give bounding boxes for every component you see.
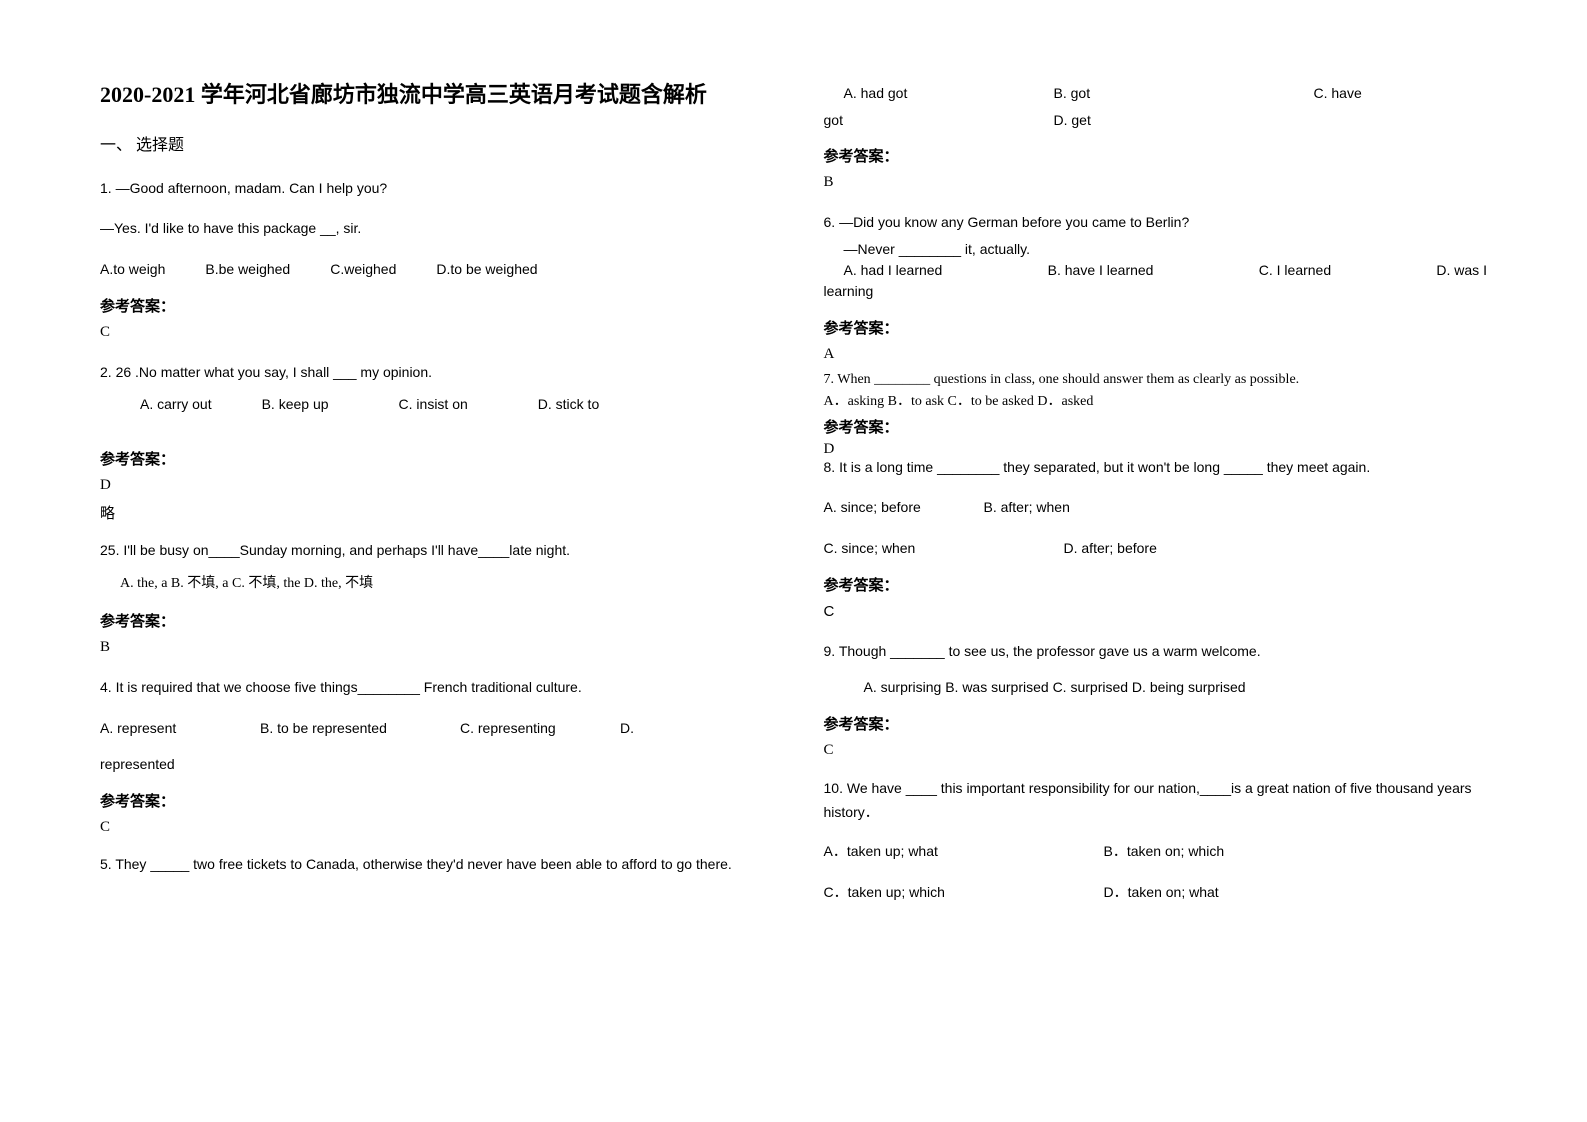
q4-opt-d: D. [620, 715, 634, 742]
q1-opt-b: B.be weighed [205, 256, 290, 283]
question-7: 7. When ________ questions in class, one… [824, 369, 1488, 458]
q2-opt-b: B. keep up [262, 391, 329, 418]
q6-opt-d: D. was I [1436, 262, 1487, 278]
q8-options-row1: A. since; before B. after; when [824, 494, 1488, 521]
q8-line1: 8. It is a long time ________ they separ… [824, 454, 1488, 481]
q4-options-row1: A. represent B. to be represented C. rep… [100, 715, 764, 742]
q3-answer: B [100, 639, 764, 656]
q4-line1: 4. It is required that we choose five th… [100, 674, 764, 701]
q5-options-row1: A. had got B. got C. have [824, 80, 1488, 107]
q8-opt-c: C. since; when [824, 535, 1064, 562]
document-title: 2020-2021 学年河北省廊坊市独流中学高三英语月考试题含解析 [100, 80, 764, 111]
question-10: 10. We have ____ this important responsi… [824, 777, 1488, 906]
q1-options: A.to weigh B.be weighed C.weighed D.to b… [100, 256, 764, 283]
left-column: 2020-2021 学年河北省廊坊市独流中学高三英语月考试题含解析 一、 选择题… [100, 80, 764, 924]
q1-line2: —Yes. I'd like to have this package __, … [100, 215, 764, 242]
question-1: 1. —Good afternoon, madam. Can I help yo… [100, 175, 764, 341]
q9-answer-label: 参考答案： [824, 713, 1488, 734]
q2-answer-label: 参考答案： [100, 448, 764, 469]
q9-answer: C [824, 742, 1488, 759]
question-8: 8. It is a long time ________ they separ… [824, 454, 1488, 620]
question-3: 25. I'll be busy on____Sunday morning, a… [100, 537, 764, 656]
q2-answer: D [100, 477, 764, 494]
q5-opt-c: C. have [1314, 80, 1362, 107]
q6-opt-c: C. I learned [1259, 262, 1331, 278]
q5-answer-label: 参考答案： [824, 145, 1488, 166]
q4-opt-a: A. represent [100, 715, 260, 742]
q4-opt-c: C. representing [460, 715, 620, 742]
q1-line1: 1. —Good afternoon, madam. Can I help yo… [100, 175, 764, 202]
q10-line1: 10. We have ____ this important responsi… [824, 777, 1488, 825]
q2-options: A. carry out B. keep up C. insist on D. … [100, 391, 764, 418]
q3-options: A. the, a B. 不填, a C. 不填, the D. the, 不填 [100, 571, 764, 598]
q1-opt-c: C.weighed [330, 256, 396, 283]
q5-opt-a: A. had got [844, 80, 1054, 107]
q2-skip-note: 略 [100, 502, 764, 523]
q5-opt-line2b: D. get [1054, 107, 1091, 134]
q4-options-row2: represented [100, 751, 764, 778]
q8-opt-a: A. since; before [824, 494, 984, 521]
q9-line1: 9. Though _______ to see us, the profess… [824, 638, 1488, 665]
right-column: A. had got B. got C. have got D. get 参考答… [824, 80, 1488, 924]
q6-answer: A [824, 346, 1488, 363]
q7-line1: 7. When ________ questions in class, one… [824, 369, 1488, 391]
q6-line2: —Never ________ it, actually. [824, 236, 1488, 263]
q5-line1: 5. They _____ two free tickets to Canada… [100, 854, 764, 875]
q1-opt-d: D.to be weighed [436, 256, 537, 283]
q4-opt-b: B. to be represented [260, 715, 460, 742]
q9-options: A. surprising B. was surprised C. surpri… [824, 674, 1488, 701]
q8-answer: C [824, 603, 1488, 620]
q1-answer-label: 参考答案： [100, 295, 764, 316]
q10-options-row2: C．taken up; which D．taken on; what [824, 879, 1488, 906]
q10-options-row1: A．taken up; what B．taken on; which [824, 838, 1488, 865]
q6-opt-b: B. have I learned [1048, 262, 1154, 278]
q8-options-row2: C. since; when D. after; before [824, 535, 1488, 562]
q10-opt-d: D．taken on; what [1104, 879, 1219, 906]
q5-opt-line2a: got [824, 107, 1054, 134]
q8-opt-b: B. after; when [984, 494, 1070, 521]
q2-line1: 2. 26 .No matter what you say, I shall _… [100, 359, 764, 386]
q6-answer-label: 参考答案： [824, 317, 1488, 338]
q6-line3: learning [824, 278, 1488, 305]
question-2: 2. 26 .No matter what you say, I shall _… [100, 359, 764, 523]
q7-answer-label: 参考答案： [824, 416, 1488, 437]
q4-answer: C [100, 819, 764, 836]
q3-answer-label: 参考答案： [100, 610, 764, 631]
q8-opt-d: D. after; before [1064, 535, 1157, 562]
question-4: 4. It is required that we choose five th… [100, 674, 764, 836]
q10-opt-c: C．taken up; which [824, 879, 1104, 906]
question-5-opts: A. had got B. got C. have got D. get 参考答… [824, 80, 1488, 191]
q1-answer: C [100, 324, 764, 341]
q2-opt-d: D. stick to [538, 391, 599, 418]
q4-answer-label: 参考答案： [100, 790, 764, 811]
q6-line1: 6. —Did you know any German before you c… [824, 209, 1488, 236]
q5-answer: B [824, 174, 1488, 191]
q10-opt-b: B．taken on; which [1104, 838, 1225, 865]
q3-line1: 25. I'll be busy on____Sunday morning, a… [100, 537, 764, 564]
q2-opt-a: A. carry out [140, 391, 212, 418]
q6-opt-a: A. had I learned [844, 262, 943, 278]
question-9: 9. Though _______ to see us, the profess… [824, 638, 1488, 759]
q5-opt-b: B. got [1054, 80, 1314, 107]
q5-options-row2: got D. get [824, 107, 1488, 134]
question-5: 5. They _____ two free tickets to Canada… [100, 854, 764, 875]
q7-options: A．asking B．to ask C．to be asked D．asked [824, 391, 1488, 413]
q8-answer-label: 参考答案： [824, 574, 1488, 595]
page-container: 2020-2021 学年河北省廊坊市独流中学高三英语月考试题含解析 一、 选择题… [100, 80, 1487, 924]
q2-opt-c: C. insist on [399, 391, 468, 418]
question-6: 6. —Did you know any German before you c… [824, 209, 1488, 363]
q10-opt-a: A．taken up; what [824, 838, 1104, 865]
q6-options: A. had I learned B. have I learned C. I … [824, 262, 1488, 278]
section-header: 一、 选择题 [100, 131, 764, 155]
q1-opt-a: A.to weigh [100, 256, 165, 283]
